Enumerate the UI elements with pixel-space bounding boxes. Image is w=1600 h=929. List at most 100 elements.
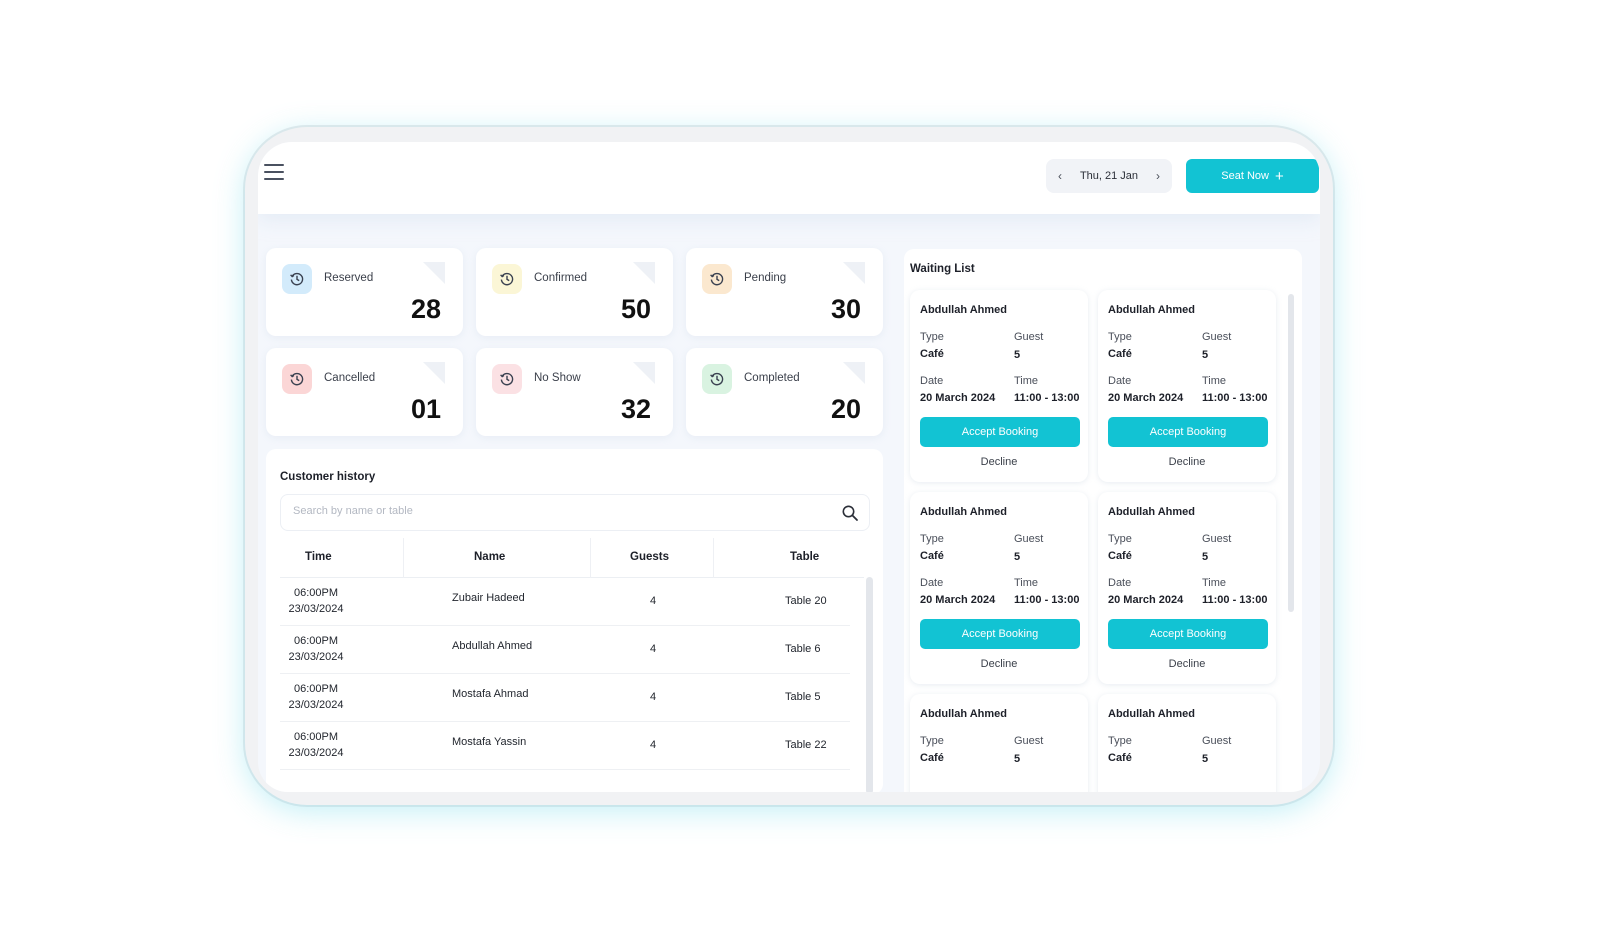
table-row[interactable]: 06:00PM 23/03/2024 Abdullah Ahmed 4 Table… [280, 626, 850, 674]
row-date: 23/03/2024 [288, 699, 344, 711]
row-datetime: 06:00PM 23/03/2024 [286, 681, 346, 713]
row-table: Table 20 [785, 595, 827, 607]
stat-card-cancelled[interactable]: Cancelled 01 [266, 348, 463, 436]
waiting-card: Abdullah Ahmed Type Café Guest 5 Date 20… [1098, 290, 1276, 482]
stat-card-completed[interactable]: Completed 20 [686, 348, 883, 436]
column-divider [403, 538, 404, 578]
guest-value: 5 [1202, 551, 1209, 563]
chevron-left-icon[interactable]: ‹ [1058, 169, 1062, 183]
plus-icon: + [1274, 167, 1284, 185]
decline-button[interactable]: Decline [1168, 456, 1206, 468]
waiting-card: Abdullah Ahmed Type Café Guest 5 [1098, 694, 1276, 792]
corner-fold [423, 262, 445, 284]
time-label: Time [1202, 577, 1227, 589]
column-header-name[interactable]: Name [474, 551, 506, 563]
row-time: 06:00PM [293, 587, 339, 599]
clock-history-icon [702, 364, 732, 394]
corner-fold [843, 362, 865, 384]
stat-label: Reserved [324, 272, 374, 284]
type-value: Café [1108, 550, 1132, 562]
row-guests: 4 [650, 691, 657, 703]
clock-history-icon [492, 364, 522, 394]
type-label: Type [1108, 331, 1132, 343]
stat-card-pending[interactable]: Pending 30 [686, 248, 883, 336]
type-label: Type [920, 735, 944, 747]
column-header-time[interactable]: Time [305, 551, 332, 563]
column-header-table[interactable]: Table [790, 551, 820, 563]
guest-value: 5 [1202, 349, 1209, 361]
accept-booking-button[interactable]: Accept Booking [1108, 417, 1268, 447]
seat-now-button[interactable]: Seat Now + [1186, 159, 1319, 193]
row-table: Table 22 [785, 739, 827, 751]
row-date: 23/03/2024 [288, 747, 344, 759]
stat-label: Completed [744, 372, 800, 384]
search-icon[interactable] [841, 504, 859, 522]
guest-label: Guest [1202, 735, 1232, 747]
table-row[interactable]: 06:00PM 23/03/2024 Mostafa Ahmad 4 Table … [280, 674, 850, 722]
guest-value: 5 [1014, 349, 1021, 361]
stat-card-no-show[interactable]: No Show 32 [476, 348, 673, 436]
customer-history-title: Customer history [280, 471, 376, 483]
clock-history-icon [282, 264, 312, 294]
stat-label: Cancelled [324, 372, 376, 384]
stat-card-reserved[interactable]: Reserved 28 [266, 248, 463, 336]
chevron-right-icon[interactable]: › [1156, 169, 1160, 183]
guest-value: 5 [1014, 551, 1021, 563]
date-value: 20 March 2024 [920, 594, 996, 606]
time-label: Time [1014, 375, 1039, 387]
row-datetime: 06:00PM 23/03/2024 [286, 729, 346, 761]
waiting-list-title: Waiting List [910, 263, 975, 275]
accept-booking-button[interactable]: Accept Booking [920, 619, 1080, 649]
accept-booking-button[interactable]: Accept Booking [920, 417, 1080, 447]
corner-fold [423, 362, 445, 384]
type-value: Café [920, 348, 944, 360]
row-date: 23/03/2024 [288, 651, 344, 663]
table-row[interactable]: 06:00PM 23/03/2024 Zubair Hadeed 4 Table … [280, 578, 850, 626]
row-datetime: 06:00PM 23/03/2024 [286, 633, 346, 665]
stat-label: No Show [534, 372, 581, 384]
date-navigator: ‹ Thu, 21 Jan › [1046, 159, 1172, 193]
hamburger-menu-icon[interactable] [264, 162, 290, 184]
row-name: Zubair Hadeed [452, 592, 525, 604]
clock-history-icon [492, 264, 522, 294]
row-guests: 4 [650, 595, 657, 607]
stat-card-confirmed[interactable]: Confirmed 50 [476, 248, 673, 336]
type-label: Type [1108, 735, 1132, 747]
guest-label: Guest [1202, 331, 1232, 343]
search-input[interactable] [293, 505, 813, 517]
row-guests: 4 [650, 739, 657, 751]
decline-button[interactable]: Decline [980, 456, 1018, 468]
app-screen: ‹ Thu, 21 Jan › Seat Now + Reserved 28 C… [258, 142, 1320, 792]
waiting-card: Abdullah Ahmed Type Café Guest 5 [910, 694, 1088, 792]
type-value: Café [1108, 752, 1132, 764]
date-value: 20 March 2024 [920, 392, 996, 404]
column-header-guests[interactable]: Guests [630, 551, 669, 563]
table-header: Time Name Guests Table [280, 538, 864, 578]
seat-now-label: Seat Now [1221, 170, 1269, 182]
column-divider [590, 538, 591, 578]
row-time: 06:00PM [293, 731, 339, 743]
type-label: Type [920, 533, 944, 545]
stat-label: Confirmed [534, 272, 588, 284]
guest-label: Guest [1202, 533, 1232, 545]
row-guests: 4 [650, 643, 657, 655]
stat-value: 30 [830, 294, 861, 324]
decline-button[interactable]: Decline [980, 658, 1018, 670]
guest-value: 5 [1014, 753, 1021, 765]
history-scrollbar[interactable] [866, 577, 873, 792]
waiting-list-scrollbar[interactable] [1288, 294, 1294, 612]
stat-value: 50 [620, 294, 651, 324]
guest-name: Abdullah Ahmed [1108, 506, 1195, 518]
table-row[interactable]: 06:00PM 23/03/2024 Mostafa Yassin 4 Table… [280, 722, 850, 770]
accept-booking-button[interactable]: Accept Booking [1108, 619, 1268, 649]
time-value: 11:00 - 13:00 [1014, 594, 1080, 606]
row-date: 23/03/2024 [288, 603, 344, 615]
guest-label: Guest [1014, 533, 1044, 545]
type-value: Café [920, 550, 944, 562]
decline-button[interactable]: Decline [1168, 658, 1206, 670]
guest-name: Abdullah Ahmed [920, 506, 1007, 518]
row-datetime: 06:00PM 23/03/2024 [286, 585, 346, 617]
row-name: Abdullah Ahmed [452, 640, 533, 652]
stat-label: Pending [744, 272, 787, 284]
guest-name: Abdullah Ahmed [1108, 304, 1195, 316]
